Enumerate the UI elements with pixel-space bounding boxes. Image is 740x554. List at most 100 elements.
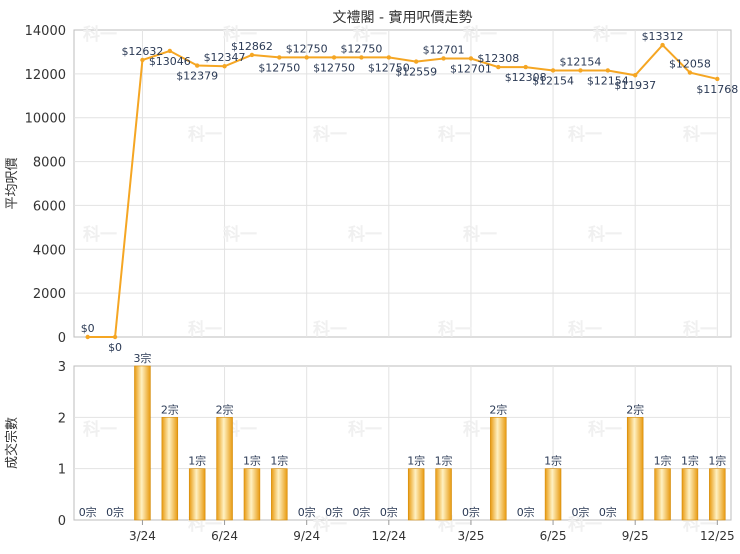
price-data-label: $12559 [395,66,437,79]
count-bar [681,468,699,521]
count-bar [188,468,206,521]
price-data-label: $12154 [532,74,574,87]
price-data-label: $12750 [258,61,300,74]
watermark-text: 科一 [683,124,717,145]
price-data-label: $12750 [340,42,382,55]
price-data-label: $12862 [231,40,273,53]
watermark-text: 科一 [568,124,602,145]
price-data-label: $12154 [559,55,601,68]
watermark-text: 科一 [83,24,117,45]
chart-title: 文禮閣 - 實用呎價走勢 [333,9,473,26]
price-point [277,55,282,60]
price-data-label: $12308 [477,52,519,65]
count-data-label: 1宗 [654,454,672,468]
price-point [523,64,528,70]
price-point [112,334,118,340]
price-point [687,70,693,75]
count-bar [654,468,671,521]
count-data-label: 0宗 [599,505,617,519]
price-point [167,48,173,54]
count-data-label: 2宗 [489,402,507,416]
watermark-text: 科一 [83,419,117,440]
price-point [85,334,90,340]
count-data-label: 0宗 [325,505,343,519]
price-y-tick-label: 2000 [33,287,66,302]
watermark-text: 科一 [348,224,382,245]
count-data-label: 0宗 [298,505,316,519]
price-series-line [87,43,718,338]
price-point [550,68,556,73]
watermark-text: 科一 [83,224,117,245]
count-bar [626,417,644,521]
count-y-tick-label: 1 [58,463,66,478]
price-point [194,63,200,68]
x-tick-label: 6/25 [540,529,567,543]
count-bar [490,417,507,521]
watermark-text: 科一 [223,224,257,245]
watermark-text: 科一 [593,24,627,45]
price-y-tick-label: 4000 [33,243,66,258]
price-point [605,68,611,73]
price-data-label: $13046 [149,55,191,68]
count-data-label: 1宗 [708,454,726,468]
count-data-label: 0宗 [571,505,589,519]
count-plot-area [73,365,732,521]
price-data-label: $12058 [669,58,711,71]
price-y-tick-label: 14000 [25,24,66,39]
price-point [359,55,364,60]
count-data-label: 1宗 [188,454,206,468]
watermark-text: 科一 [463,24,497,45]
count-y-tick-label: 3 [58,360,66,375]
count-data-label: 1宗 [544,454,562,468]
price-point [222,64,227,69]
price-data-label: $12379 [176,70,218,83]
count-data-label: 0宗 [106,505,124,519]
x-tick-label: 12/25 [700,529,735,543]
watermark-text: 科一 [463,419,497,440]
watermark-text: 科一 [588,419,622,440]
watermark-text: 科一 [313,514,347,535]
watermark-text: 科一 [568,514,602,535]
price-point [249,52,255,58]
x-tick-label: 3/25 [457,529,484,543]
price-point [496,64,501,70]
count-bar [709,468,726,521]
price-data-label: $12750 [313,61,355,74]
price-point [386,55,392,60]
count-data-label: 1宗 [435,454,453,468]
price-data-label: $11937 [614,79,656,92]
price-y-tick-label: 6000 [33,199,66,214]
count-data-label: 2宗 [216,402,234,416]
price-data-label: $13312 [642,30,684,43]
price-point [140,57,145,63]
x-tick-label: 12/24 [372,529,407,543]
price-point [578,68,583,73]
price-y-axis-label: 平均呎價 [5,157,20,209]
watermark-text: 科一 [313,124,347,145]
watermark-text: 科一 [223,24,257,45]
price-data-label: $0 [81,322,95,335]
price-y-tick-label: 12000 [25,68,66,83]
price-point [632,73,638,78]
count-bar [134,365,151,521]
price-y-tick-label: 8000 [33,156,66,171]
price-data-label: $12750 [368,61,410,74]
count-data-label: 1宗 [270,454,288,468]
count-y-tick-label: 0 [58,514,66,529]
count-data-label: 2宗 [161,402,179,416]
price-data-label: $12750 [286,42,328,55]
price-y-tick-label: 0 [58,331,66,346]
x-tick-label: 9/25 [622,529,649,543]
price-y-tick-label: 10000 [25,112,66,127]
price-data-label: $12632 [121,45,163,58]
count-data-label: 2宗 [626,402,644,416]
price-data-label: $12154 [587,74,629,87]
count-bar [407,468,425,521]
price-data-label: $12347 [204,51,246,64]
price-data-label: $0 [108,341,122,354]
price-point [331,55,337,60]
price-data-label: $12308 [505,71,547,84]
count-data-label: 1宗 [243,454,261,468]
watermark-text: 科一 [588,224,622,245]
x-tick-label: 9/24 [293,529,320,543]
